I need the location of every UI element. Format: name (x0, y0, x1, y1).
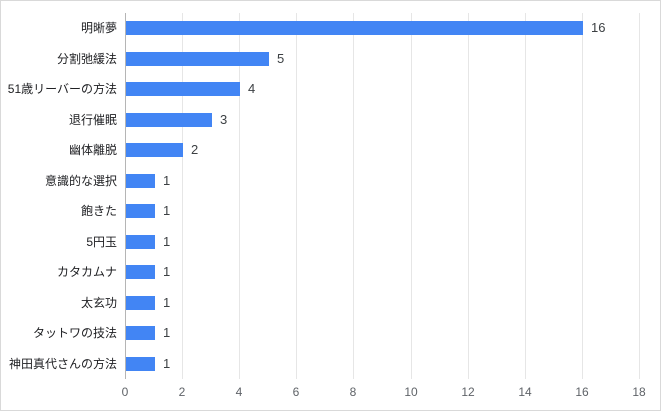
category-label: 5円玉 (86, 235, 117, 249)
x-tick-label: 12 (461, 385, 475, 399)
x-tick-label: 2 (178, 385, 186, 399)
category-label: 51歳リーバーの方法 (7, 82, 117, 96)
bar[interactable] (126, 357, 155, 371)
gridline (353, 13, 354, 379)
bar[interactable] (126, 143, 183, 157)
category-label: 神田真代さんの方法 (8, 357, 117, 371)
bar[interactable] (126, 265, 155, 279)
gridline (182, 13, 183, 379)
bar[interactable] (126, 296, 155, 310)
category-label: 幽体離脱 (68, 143, 117, 157)
gridline (296, 13, 297, 379)
gridline (525, 13, 526, 379)
x-tick-label: 14 (518, 385, 532, 399)
value-label: 1 (163, 295, 171, 310)
value-label: 2 (191, 142, 199, 157)
x-tick-label: 0 (121, 385, 129, 399)
value-label: 1 (163, 356, 171, 371)
category-label: 太玄功 (80, 296, 117, 310)
x-tick-label: 10 (404, 385, 418, 399)
bar[interactable] (126, 82, 240, 96)
bar[interactable] (126, 326, 155, 340)
category-label: 意識的な選択 (44, 174, 117, 188)
value-label: 1 (163, 234, 171, 249)
value-label: 4 (248, 81, 256, 96)
x-tick-label: 18 (632, 385, 646, 399)
category-label: 飽きた (80, 204, 117, 218)
x-tick-label: 6 (292, 385, 300, 399)
value-label: 1 (163, 203, 171, 218)
y-axis-baseline (125, 13, 126, 379)
category-label: タットワの技法 (32, 326, 117, 340)
value-label: 16 (591, 20, 606, 35)
x-tick-label: 16 (575, 385, 589, 399)
bar[interactable] (126, 52, 269, 66)
bar[interactable] (126, 204, 155, 218)
category-label: カタカムナ (56, 265, 117, 279)
bar[interactable] (126, 113, 212, 127)
bar[interactable] (126, 235, 155, 249)
gridline (639, 13, 640, 379)
value-label: 1 (163, 264, 171, 279)
category-label: 分割弛緩法 (56, 52, 117, 66)
x-tick-label: 4 (235, 385, 243, 399)
value-label: 1 (163, 173, 171, 188)
value-label: 5 (277, 51, 285, 66)
gridline (411, 13, 412, 379)
bar[interactable] (126, 21, 583, 35)
gridline (582, 13, 583, 379)
bar[interactable] (126, 174, 155, 188)
value-label: 3 (220, 112, 228, 127)
category-label: 明晰夢 (80, 21, 117, 35)
x-tick-label: 8 (349, 385, 357, 399)
value-label: 1 (163, 325, 171, 340)
category-label: 退行催眠 (68, 113, 117, 127)
gridline (239, 13, 240, 379)
gridline (468, 13, 469, 379)
